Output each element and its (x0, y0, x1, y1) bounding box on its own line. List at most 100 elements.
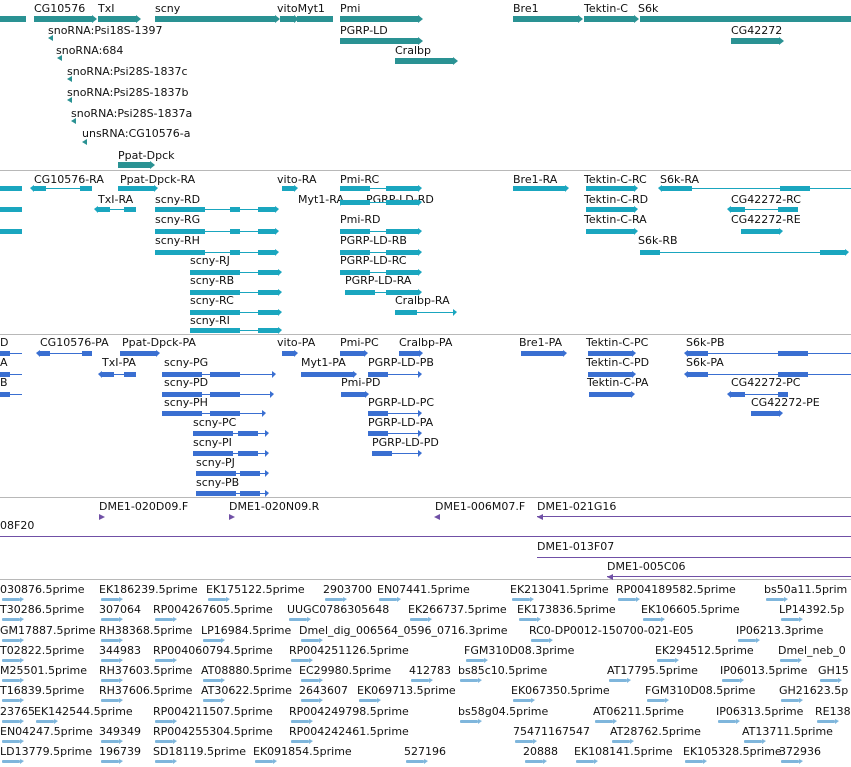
arrow-right-icon (173, 739, 177, 744)
intron-line (688, 353, 851, 354)
est-read-mark (460, 679, 478, 682)
exon-block (778, 392, 788, 397)
est-label: 030876.5prime (0, 583, 85, 596)
arrow-right-icon (309, 658, 313, 663)
est-read-mark (101, 598, 119, 601)
est-read-mark (301, 699, 319, 702)
exon-block (301, 372, 353, 377)
arrow-right-icon (20, 638, 24, 643)
est-label: T02822.5prime (0, 644, 85, 657)
est-read-mark (525, 760, 543, 763)
arrow-right-icon (275, 249, 279, 256)
gene-label: TxI (98, 2, 115, 15)
est-read-mark (820, 679, 838, 682)
exon-block (120, 351, 156, 356)
triangle-marker-icon (82, 139, 87, 145)
arrow-right-icon (226, 597, 230, 602)
est-label: Dmel_neb_0 (778, 644, 846, 657)
transcript-label: PGRP-LD-RA (345, 274, 412, 287)
arrow-right-icon (838, 678, 842, 683)
protein-label: scny-PH (164, 396, 208, 409)
intron-line (340, 231, 418, 232)
arrow-right-icon (309, 739, 313, 744)
arrow-right-icon (20, 719, 24, 724)
est-label: RP004255304.5prime (153, 725, 273, 738)
clone-span-line (0, 536, 851, 537)
exon-block (258, 207, 275, 212)
est-label: 412783 (409, 664, 451, 677)
intron-line (340, 202, 418, 203)
protein-label: vito-PA (277, 336, 316, 349)
est-read-mark (781, 699, 799, 702)
arrow-left-icon (30, 185, 34, 192)
exon-block (193, 431, 233, 436)
gene-label: scny (155, 2, 181, 15)
arrow-right-icon (119, 658, 123, 663)
est-label: LP14392.5p (779, 603, 845, 616)
est-label: RP004189582.5prime (616, 583, 736, 596)
arrow-right-icon (703, 759, 707, 764)
arrow-right-icon (418, 249, 422, 256)
est-read-mark (2, 699, 20, 702)
arrow-right-icon (173, 658, 177, 663)
est-read-mark (2, 598, 20, 601)
intron-line (688, 374, 851, 375)
triangle-marker-icon (67, 76, 72, 82)
est-label: EK108141.5prime (574, 745, 673, 758)
arrow-right-icon (119, 678, 123, 683)
est-label: T30286.5prime (0, 603, 85, 616)
arrow-right-icon (756, 638, 760, 643)
arrow-right-icon (418, 199, 422, 206)
est-read-mark (101, 618, 119, 621)
intron-line (40, 353, 92, 354)
arrow-right-icon (429, 678, 433, 683)
exon-block (98, 207, 110, 212)
arrow-right-icon (343, 597, 347, 602)
protein-label: Bre1-PA (519, 336, 563, 349)
arrow-right-icon (530, 597, 534, 602)
gene-label: CG10576 (34, 2, 86, 15)
transcript-label: scny-RH (155, 234, 200, 247)
protein-label: Myt1-PA (301, 356, 346, 369)
exon-block (0, 351, 10, 356)
protein-label: S6k-PA (686, 356, 724, 369)
est-label: EK294512.5prime (655, 644, 754, 657)
transcript-label: scny-RI (190, 314, 230, 327)
arrow-left-icon (98, 371, 102, 378)
arrow-right-icon (319, 638, 323, 643)
arrow-right-icon (20, 658, 24, 663)
est-read-mark (101, 740, 119, 743)
clone-end-marker-icon (434, 514, 440, 520)
gene-label: Cralbp (395, 44, 431, 57)
protein-label: scny-PD (164, 376, 209, 389)
est-label: AT17795.5prime (607, 664, 698, 677)
arrow-right-icon (275, 206, 279, 213)
exon-block (778, 372, 808, 377)
est-label: EK069713.5prime (357, 684, 456, 697)
arrow-left-icon (727, 206, 731, 213)
est-label: GH21623.5p (779, 684, 849, 697)
exon-block (778, 207, 798, 212)
exon-block (372, 451, 392, 456)
est-read-mark (411, 679, 429, 682)
gene-label: Pmi (340, 2, 361, 15)
gene-label: Ppat-Dpck (118, 149, 175, 162)
exon-block (688, 372, 708, 377)
arrow-right-icon (353, 371, 357, 378)
est-label: EK213041.5prime (510, 583, 609, 596)
est-read-mark (2, 659, 20, 662)
transcript-label: Tektin-C-RC (584, 173, 647, 186)
est-label: AT08880.5prime (201, 664, 292, 677)
intron-line (98, 209, 136, 210)
est-read-mark (2, 639, 20, 642)
exon-block (741, 229, 779, 234)
arrow-right-icon (531, 698, 535, 703)
est-label: bs85c10.5prime (458, 664, 548, 677)
est-read-mark (618, 598, 636, 601)
est-label: 2643607 (299, 684, 348, 697)
est-label: RC0-DP0012-150700-021-E05 (529, 624, 694, 637)
intron-line (340, 188, 418, 189)
transcript-label: PGRP-LD-RB (340, 234, 407, 247)
exon-block (751, 411, 779, 416)
est-label: bs50a11.5prim (764, 583, 848, 596)
